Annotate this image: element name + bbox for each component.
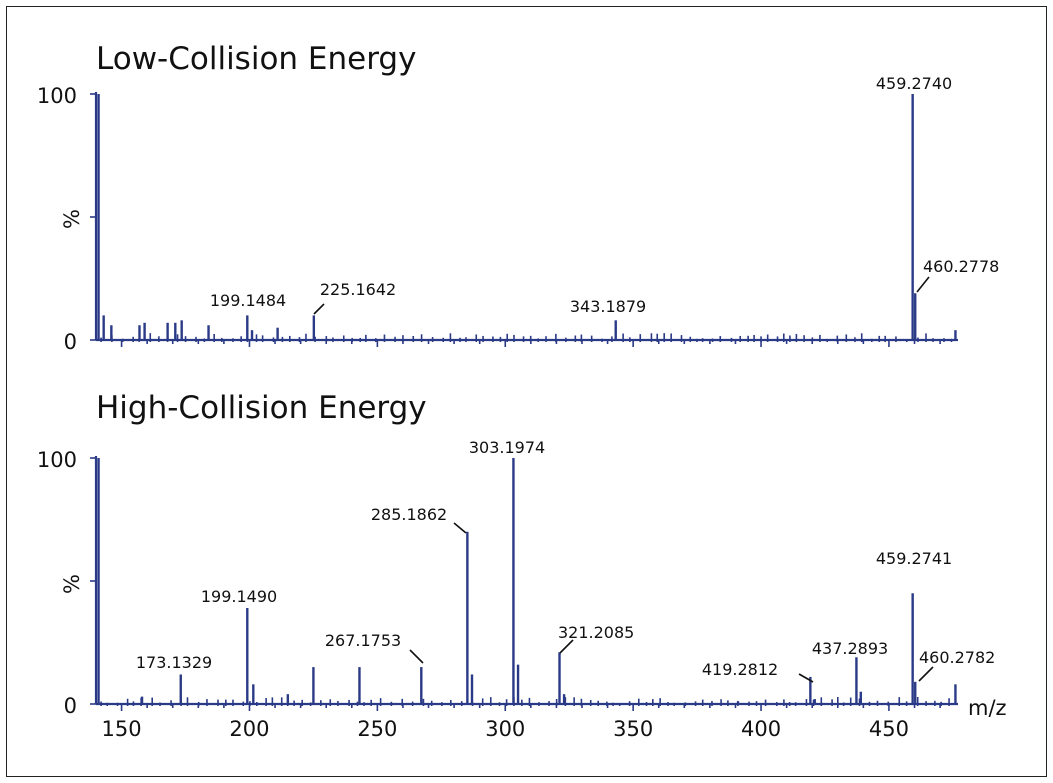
low-collision-ytick-100: 100 [37, 84, 77, 108]
high-collision-ytick-0: 0 [64, 694, 77, 718]
high-collision-panel: High-Collision Energy % 100 0 m/z 150 200… [37, 390, 1007, 741]
high-collision-peak-leader [559, 639, 574, 654]
high-collision-peak-label-21: 460.2782 [919, 648, 995, 667]
high-collision-xtick-label: 300 [485, 717, 525, 741]
high-collision-peak-label-20: 459.2741 [876, 549, 952, 568]
low-collision-peak-label-12: 225.1642 [320, 280, 396, 299]
high-collision-peak-label-3: 199.1490 [201, 587, 277, 606]
low-collision-peak-label-15: 460.2778 [923, 257, 999, 276]
high-collision-ytick-100: 100 [37, 448, 77, 472]
high-collision-peak-leader [453, 522, 467, 534]
high-collision-peak-label-8: 267.1753 [325, 631, 401, 650]
high-collision-peak-label-16: 419.2812 [702, 660, 778, 679]
high-collision-ylabel: % [60, 574, 84, 594]
high-collision-xtick-label: 400 [741, 717, 781, 741]
low-collision-peak-leader [916, 276, 930, 293]
figure-frame: Low-Collision Energy % 100 0 199.1484 225… [6, 6, 1047, 777]
high-collision-peak-leader [409, 649, 424, 664]
high-collision-xtick-label: 150 [102, 717, 142, 741]
high-collision-xtick-label: 450 [869, 717, 909, 741]
high-collision-peak-label-11: 303.1974 [469, 438, 545, 457]
high-collision-title: High-Collision Energy [96, 390, 427, 426]
low-collision-peak-label-14: 459.2740 [876, 74, 952, 93]
low-collision-ytick-0: 0 [64, 330, 77, 354]
spectra-chart: Low-Collision Energy % 100 0 199.1484 225… [37, 41, 1007, 741]
low-collision-title: Low-Collision Energy [96, 41, 416, 77]
high-collision-peak-label-9: 285.1862 [371, 505, 447, 524]
low-collision-peak-label-13: 343.1879 [570, 297, 646, 316]
high-collision-peak-label-18: 437.2893 [812, 639, 888, 658]
high-collision-xtick-label: 200 [229, 717, 269, 741]
high-collision-peak-leader [798, 673, 814, 683]
low-collision-ylabel: % [60, 209, 84, 229]
high-collision-peak-leader [918, 666, 934, 682]
high-collision-xtick-label: 250 [357, 717, 397, 741]
low-collision-peak-leader [313, 303, 325, 315]
high-collision-peak-label-13: 321.2085 [558, 623, 634, 642]
high-collision-peak-label-2: 173.1329 [136, 653, 212, 672]
high-collision-xtick-label: 350 [613, 717, 653, 741]
high-collision-xlabel: m/z [968, 696, 1007, 720]
low-collision-peak-label-9: 199.1484 [210, 291, 286, 310]
low-collision-panel: Low-Collision Energy % 100 0 199.1484 225… [37, 41, 999, 354]
